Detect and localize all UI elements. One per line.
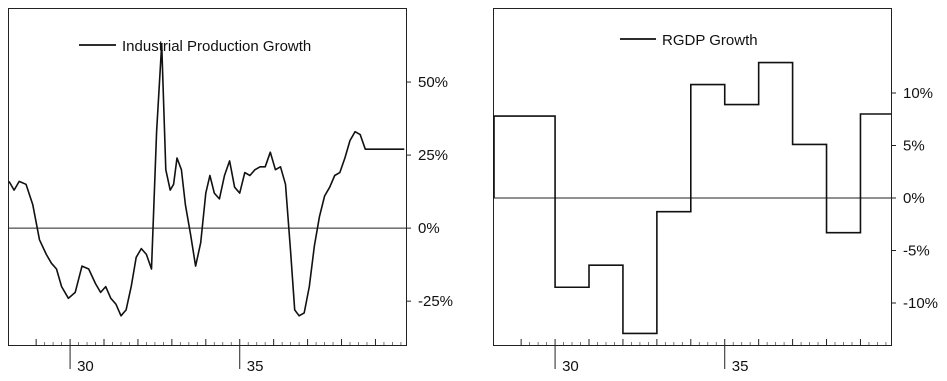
y-ticks: -25% 0% 25% 50%	[406, 74, 453, 310]
x-ticks: 30 35	[35, 339, 402, 375]
plot-frame	[8, 8, 407, 346]
y-tick-label: 50%	[418, 74, 448, 91]
industrial-production-chart: 30 35 -25% 0% 25% 50% Industrial Production …	[8, 8, 453, 375]
y-tick-label: 0%	[903, 190, 925, 207]
legend-label: RGDP Growth	[662, 32, 758, 49]
series-line	[493, 61, 891, 335]
legend: RGDP Growth	[620, 32, 758, 49]
x-tick-label: 35	[247, 358, 264, 375]
x-tick-label: 30	[77, 358, 94, 375]
y-tick-label: -5%	[903, 243, 930, 260]
y-tick-label: 25%	[418, 147, 448, 164]
y-tick-label: -10%	[903, 295, 938, 312]
rgdp-growth-chart: 30 35 -10% -5% 0% 5% 10% RGDP Growth	[493, 8, 938, 375]
y-ticks: -10% -5% 0% 5% 10%	[891, 85, 938, 312]
legend: Industrial Production Growth	[79, 38, 311, 55]
x-tick-label: 30	[562, 358, 579, 375]
y-tick-label: 0%	[418, 220, 440, 237]
series-line	[8, 43, 405, 317]
y-tick-label: -25%	[418, 293, 453, 310]
x-ticks: 30 35	[520, 339, 887, 375]
legend-label: Industrial Production Growth	[122, 38, 311, 55]
x-tick-label: 35	[732, 358, 749, 375]
plot-frame	[493, 8, 892, 346]
y-tick-label: 10%	[903, 85, 933, 102]
y-tick-label: 5%	[903, 138, 925, 155]
